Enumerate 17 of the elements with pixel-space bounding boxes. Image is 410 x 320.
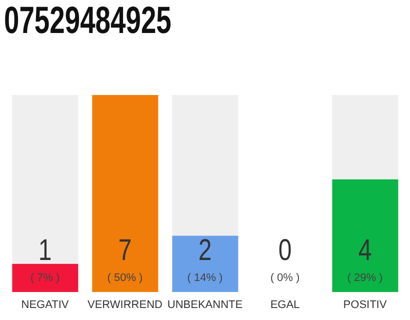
bar (12, 264, 78, 292)
x-tick-label: UNBEKANNTE (167, 298, 243, 311)
data-label: 4 (357, 233, 373, 269)
data-label: 7 (117, 233, 133, 269)
x-tick-label: NEGATIV (21, 298, 70, 311)
data-label: 0 (277, 233, 293, 269)
annotation: ( 14% ) (186, 271, 224, 286)
x-tick-label: EGAL (270, 298, 300, 311)
annotation: ( 29% ) (346, 271, 384, 286)
data-label: 1 (37, 233, 53, 269)
x-tick-label: VERWIRREND (88, 298, 163, 311)
annotation: ( 0% ) (269, 271, 301, 286)
data-label: 2 (197, 233, 213, 269)
chart-title: 07529484925 (4, 0, 172, 43)
x-tick-label: POSITIV (343, 298, 388, 311)
annotation: ( 50% ) (106, 271, 144, 286)
annotation: ( 7% ) (29, 271, 61, 286)
